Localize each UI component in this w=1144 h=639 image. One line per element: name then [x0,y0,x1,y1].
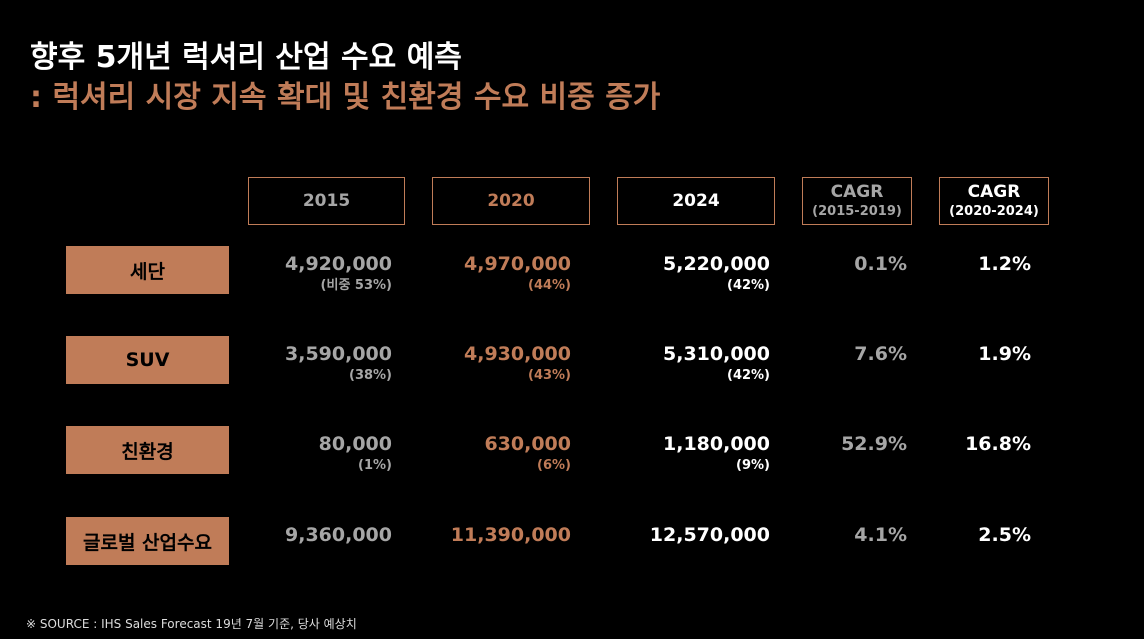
value-cell: 11,390,000 [451,523,571,547]
value-cell: 4,970,000 (44%) [464,252,571,294]
demand-value: 5,220,000 [663,253,770,275]
demand-value: 9,360,000 [285,524,392,546]
column-header: CAGR (2020-2024) [939,177,1049,225]
cagr-value: 7.6% [854,343,907,365]
cagr-value: 52.9% [841,433,907,455]
column-header: 2024 [617,177,775,225]
row-label: 친환경 [66,426,229,474]
demand-value: 3,590,000 [285,343,392,365]
column-header-label: CAGR [830,182,884,202]
value-cell: 5,220,000 (42%) [663,252,770,294]
value-cell: 80,000 (1%) [319,432,392,474]
column-header-label: CAGR [967,182,1021,202]
value-cell: 3,590,000 (38%) [285,342,392,384]
share-value: (44%) [528,278,571,293]
share-value: (6%) [537,458,571,473]
cagr-value: 2.5% [978,524,1031,546]
column-header-label: 2020 [487,191,535,211]
value-cell: 4,920,000 (비중 53%) [285,252,392,294]
value-cell: 12,570,000 [650,523,770,547]
column-header: 2020 [432,177,590,225]
share-value: (42%) [727,368,770,383]
demand-value: 11,390,000 [450,524,571,546]
column-header-period: (2015-2019) [812,204,902,219]
demand-value: 4,930,000 [464,343,571,365]
demand-value: 4,920,000 [285,253,392,275]
row-label: 세단 [66,246,229,294]
demand-value: 12,570,000 [649,524,770,546]
value-cell: 4,930,000 (43%) [464,342,571,384]
value-cell: 630,000 (6%) [484,432,571,474]
cagr-value: 4.1% [854,524,907,546]
source-footnote: ※ SOURCE : IHS Sales Forecast 19년 7월 기준,… [26,617,357,631]
share-value: (9%) [736,458,770,473]
row-label: 글로벌 산업수요 [66,517,229,565]
cagr-value: 16.8% [965,433,1031,455]
value-cell: 5,310,000 (42%) [663,342,770,384]
value-cell: 1,180,000 (9%) [663,432,770,474]
cagr-value: 1.2% [978,253,1031,275]
column-header: 2015 [248,177,405,225]
demand-value: 630,000 [484,433,571,455]
demand-value: 4,970,000 [464,253,571,275]
column-header: CAGR (2015-2019) [802,177,912,225]
share-value: (38%) [349,368,392,383]
column-header-period: (2020-2024) [949,204,1039,219]
share-value: (1%) [358,458,392,473]
demand-value: 1,180,000 [663,433,770,455]
column-header-label: 2024 [672,191,720,211]
value-cell: 9,360,000 [285,523,392,547]
page-subtitle: : 럭셔리 시장 지속 확대 및 친환경 수요 비중 증가 [30,80,661,115]
share-value: (비중 53%) [320,278,392,293]
share-value: (42%) [727,278,770,293]
cagr-value: 1.9% [978,343,1031,365]
demand-value: 80,000 [318,433,392,455]
page-title: 향후 5개년 럭셔리 산업 수요 예측 [30,40,462,75]
row-label: SUV [66,336,229,384]
cagr-value: 0.1% [854,253,907,275]
demand-value: 5,310,000 [663,343,770,365]
share-value: (43%) [528,368,571,383]
column-header-label: 2015 [302,191,351,211]
